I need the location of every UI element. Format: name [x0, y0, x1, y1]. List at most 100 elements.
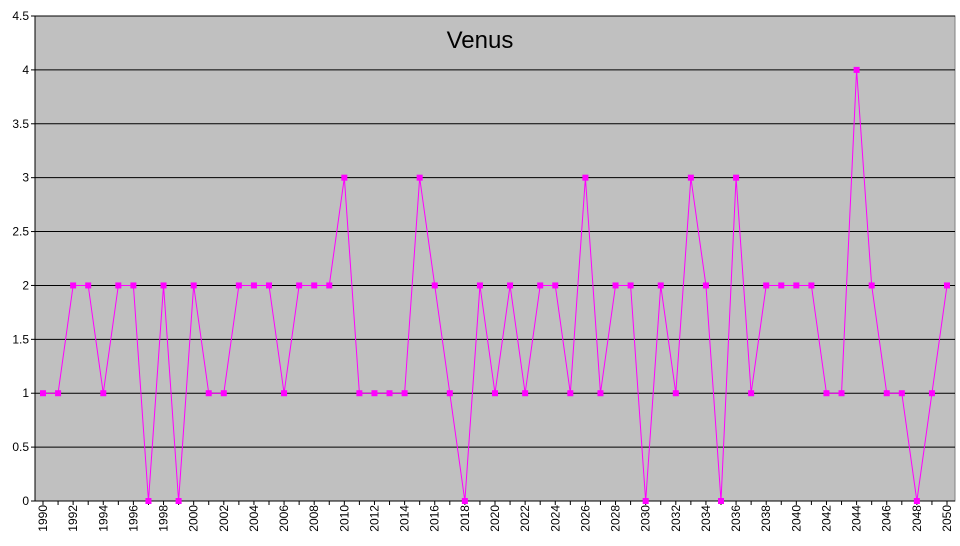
data-point [853, 66, 860, 73]
data-point [612, 282, 619, 289]
data-point [341, 174, 348, 181]
data-point [266, 282, 272, 289]
data-point [718, 498, 724, 504]
y-tick-label: 1 [22, 386, 29, 400]
data-point [642, 498, 649, 504]
x-tick-labels: 1990 1992 1994 1996 1998 2000 2002 2004 2006 2008… [36, 505, 954, 532]
x-tick-label: 2014 [398, 505, 412, 532]
axes [34, 16, 955, 505]
data-point [898, 390, 905, 397]
data-point [55, 390, 62, 397]
data-point [476, 282, 483, 289]
series-venus [40, 66, 950, 504]
x-tick-label: 2040 [789, 505, 803, 532]
x-tick-label: 2006 [277, 505, 291, 532]
data-point [657, 282, 664, 289]
data-point [838, 390, 845, 397]
data-point [250, 282, 257, 289]
x-tick-label: 2024 [548, 505, 562, 532]
y-tick-labels: 0 0.5 1 1.5 2 2.5 3 3.5 4 4.5 [12, 9, 29, 508]
y-tick-label: 0.5 [12, 440, 29, 454]
data-point [702, 282, 709, 289]
y-tick-label: 3 [22, 171, 29, 185]
x-tick-label: 2036 [729, 505, 743, 532]
y-tick-label: 0 [22, 494, 29, 508]
data-point [130, 282, 137, 289]
x-tick-label: 2050 [940, 505, 954, 532]
x-tick-label: 2000 [187, 505, 201, 532]
data-point [793, 282, 800, 289]
x-tick-label: 2002 [217, 505, 231, 532]
x-tick-label: 2018 [458, 505, 472, 532]
data-point [416, 174, 423, 181]
y-tick-label: 2 [22, 278, 29, 292]
data-point [763, 282, 770, 289]
x-tick-label: 2004 [247, 505, 261, 532]
y-tick-label: 1.5 [12, 332, 29, 346]
data-point [778, 282, 785, 289]
data-point [235, 282, 242, 289]
data-point [823, 390, 830, 397]
data-point [687, 174, 694, 181]
x-tick-label: 2008 [307, 505, 321, 532]
x-tick-label: 2046 [880, 505, 894, 532]
x-tick-label: 2044 [850, 505, 864, 532]
data-point [552, 282, 559, 289]
data-point [85, 282, 92, 289]
data-point [627, 282, 634, 289]
data-point [371, 390, 378, 397]
data-point [115, 282, 122, 289]
data-point [70, 282, 77, 289]
data-point [507, 282, 514, 289]
data-point [672, 390, 679, 397]
gridlines [31, 15, 955, 502]
data-point [582, 174, 589, 181]
x-tick-label: 2022 [518, 505, 532, 532]
data-point [386, 390, 393, 397]
data-point [311, 282, 318, 289]
x-tick-label: 2016 [428, 505, 442, 532]
y-tick-label: 2.5 [12, 225, 29, 239]
data-point [296, 282, 303, 289]
data-point [537, 282, 544, 289]
data-point [446, 390, 453, 397]
x-tick-label: 2028 [609, 505, 623, 532]
x-tick-label: 1990 [36, 505, 50, 532]
x-tick-label: 2010 [337, 505, 351, 532]
data-point [326, 282, 333, 289]
data-point [145, 498, 152, 504]
x-tick-label: 2042 [819, 505, 833, 532]
data-point [100, 390, 107, 397]
data-point [522, 390, 529, 397]
data-point [175, 498, 182, 504]
data-point [597, 390, 604, 397]
data-point [431, 282, 438, 289]
x-tick-label: 1996 [126, 505, 140, 532]
data-point [40, 390, 46, 397]
x-tick-label: 2026 [578, 505, 592, 532]
data-point [913, 498, 920, 504]
data-point [808, 282, 815, 289]
data-point [944, 282, 950, 289]
x-tick-label: 1992 [66, 505, 80, 532]
y-tick-label: 4.5 [12, 9, 29, 23]
data-point [883, 390, 890, 397]
x-tick-label: 2032 [669, 505, 683, 532]
plot-area [34, 15, 956, 502]
data-point [160, 282, 167, 289]
data-point [492, 390, 498, 397]
data-point [190, 282, 197, 289]
data-point [281, 390, 288, 397]
data-point [733, 174, 740, 181]
x-tick-label: 2012 [367, 505, 381, 532]
x-tick-label: 2020 [488, 505, 502, 532]
x-tick-label: 1998 [157, 505, 171, 532]
y-tick-label: 3.5 [12, 117, 29, 131]
data-point [461, 498, 468, 504]
x-tick-label: 2030 [639, 505, 653, 532]
data-point [748, 390, 755, 397]
y-tick-label: 4 [22, 63, 29, 77]
chart-title: Venus [447, 27, 514, 54]
data-point [567, 390, 574, 397]
